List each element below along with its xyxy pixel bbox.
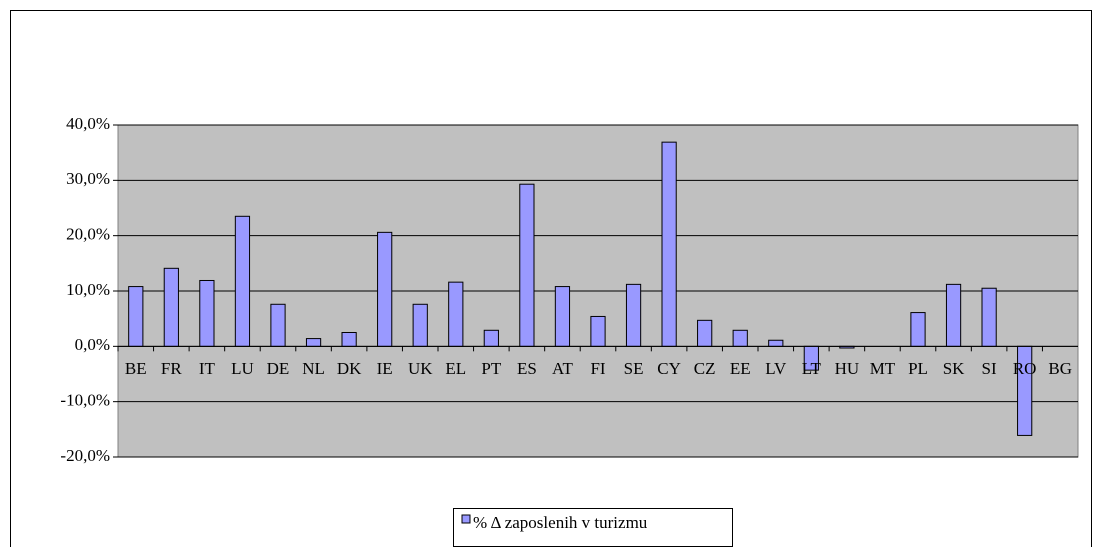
legend-label: % Δ zaposlenih v turizmu <box>473 513 648 532</box>
bar <box>128 286 144 347</box>
y-tick-label: 20,0% <box>66 225 110 244</box>
bar <box>341 332 357 347</box>
x-tick-label: RO <box>1013 359 1037 378</box>
bar <box>270 303 286 347</box>
x-tick-label: PL <box>908 359 928 378</box>
x-tick-label: BE <box>125 359 147 378</box>
x-tick-label: LV <box>765 359 787 378</box>
x-tick-label: SK <box>943 359 965 378</box>
x-tick-label: DK <box>337 359 362 378</box>
bar <box>981 287 997 347</box>
bar <box>412 303 428 347</box>
x-tick-label: EL <box>445 359 466 378</box>
bar <box>697 319 713 347</box>
bar <box>234 215 251 347</box>
x-tick-label: MT <box>870 359 896 378</box>
x-tick-label: NL <box>302 359 325 378</box>
x-tick-label: CY <box>657 359 681 378</box>
y-tick-label: 0,0% <box>75 335 110 354</box>
bar <box>661 141 677 347</box>
x-tick-label: HU <box>835 359 860 378</box>
bar <box>590 315 606 347</box>
bar <box>163 267 179 347</box>
bar <box>554 286 571 347</box>
y-tick-label: -20,0% <box>60 446 110 465</box>
bar <box>625 283 642 347</box>
x-tick-label: ES <box>517 359 537 378</box>
bar <box>483 329 499 347</box>
bar <box>448 281 464 347</box>
x-tick-label: AT <box>552 359 573 378</box>
x-tick-label: FI <box>590 359 605 378</box>
x-tick-label: SE <box>624 359 644 378</box>
bar <box>732 329 748 347</box>
bar <box>377 231 393 347</box>
y-tick-label: 40,0% <box>66 114 110 133</box>
y-tick-label: -10,0% <box>60 391 110 410</box>
x-tick-label: DE <box>267 359 290 378</box>
x-tick-label: LT <box>802 359 822 378</box>
x-tick-label: UK <box>408 359 433 378</box>
x-tick-label: LU <box>231 359 254 378</box>
bar <box>519 183 535 347</box>
bar <box>945 283 962 347</box>
legend-box <box>453 508 733 547</box>
x-tick-label: IE <box>377 359 393 378</box>
x-tick-label: IT <box>199 359 216 378</box>
bar <box>910 312 926 347</box>
bar <box>199 279 215 347</box>
x-tick-label: EE <box>730 359 751 378</box>
x-tick-label: SI <box>982 359 997 378</box>
x-tick-label: CZ <box>694 359 716 378</box>
legend-swatch <box>461 514 471 524</box>
bar <box>768 339 784 347</box>
x-tick-label: PT <box>481 359 501 378</box>
y-tick-label: 10,0% <box>66 280 110 299</box>
x-tick-label: FR <box>161 359 182 378</box>
y-tick-label: 30,0% <box>66 169 110 188</box>
bar <box>305 338 322 347</box>
x-tick-label: BG <box>1048 359 1072 378</box>
